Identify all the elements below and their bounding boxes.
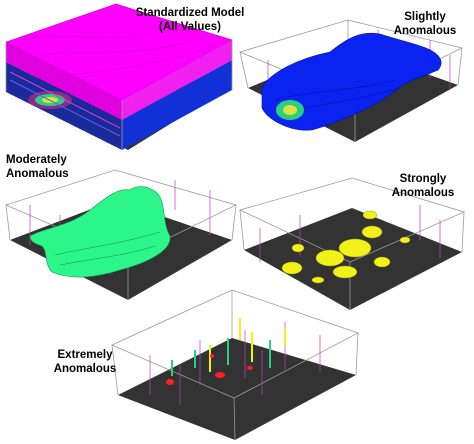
panel-1-block-right-face [122, 60, 232, 150]
panel-1-label-line2: (All Values) [159, 21, 221, 33]
panel-2-label-line2: Anomalous [393, 25, 457, 37]
panel-5-floor [118, 338, 356, 440]
panel-1-box [5, 40, 233, 150]
panel-5-label-line1: Extremely [57, 349, 113, 361]
panel-2-face-anomaly [276, 100, 304, 120]
panel-2-label-line1: Slightly [404, 11, 446, 23]
panel-1-face-anomaly [9, 71, 121, 137]
panel-1-contours [19, 31, 216, 76]
panel-slightly-anomalous [238, 19, 464, 142]
panel-standardized-model [5, 3, 233, 150]
panel-moderately-anomalous [4, 169, 238, 300]
panel-1-label-line1: Standardized Model [135, 7, 245, 19]
panel-3-anomaly-body [29, 186, 171, 278]
panel-1-block-top-front [6, 42, 122, 120]
panel-4-anomaly-bodies [281, 210, 411, 284]
panel-4-label-line2: Anomalous [391, 187, 455, 199]
panel-3-label-line1: Moderately [6, 154, 67, 166]
panel-extremely-anomalous [111, 289, 360, 441]
panel-strongly-anomalous [238, 177, 466, 310]
panel-5-anomaly-samples [171, 318, 286, 376]
panel-5-anomaly-bodies [166, 354, 253, 385]
panel-4-label-line1: Strongly [399, 173, 447, 185]
panel-5-box [111, 289, 360, 441]
panel-4-floor [244, 208, 462, 310]
panel-1-block-top-side [122, 40, 232, 120]
panel-3-contours [54, 231, 161, 266]
panel-2-anomaly-body [261, 32, 442, 131]
panel-4-box [238, 177, 466, 310]
panel-3-label-line2: Anomalous [6, 168, 69, 180]
panel-5-label-line2: Anomalous [53, 363, 117, 375]
